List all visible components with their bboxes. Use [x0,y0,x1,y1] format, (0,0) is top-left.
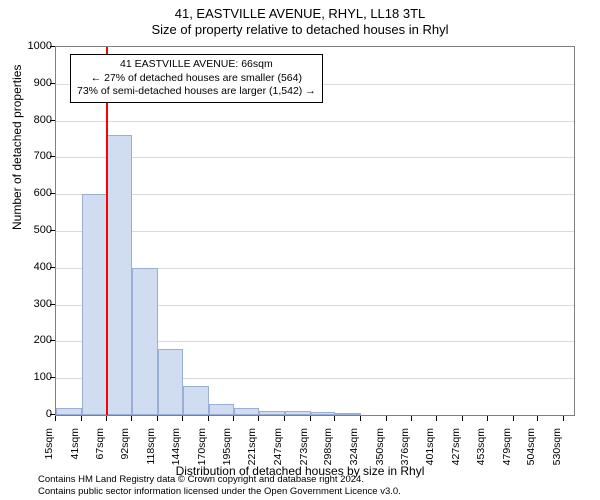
gridline [56,231,574,232]
gridline [56,157,574,158]
x-tick-label: 479sqm [501,428,513,478]
histogram-bar [335,413,361,415]
info-line-1: 41 EASTVILLE AVENUE: 66sqm [77,58,316,72]
x-tick [487,416,488,421]
x-tick-label: 273sqm [298,428,310,478]
histogram-bar [158,349,184,415]
y-tick [50,120,55,121]
info-line-3: 73% of semi-detached houses are larger (… [77,85,316,99]
y-tick-label: 900 [12,77,52,89]
histogram-bar [285,411,311,415]
footer-line-1: Contains HM Land Registry data © Crown c… [38,474,401,486]
x-tick [310,416,311,421]
x-tick [360,416,361,421]
x-tick-label: 15sqm [43,428,55,478]
y-tick-label: 200 [12,334,52,346]
property-info-box: 41 EASTVILLE AVENUE: 66sqm ← 27% of deta… [70,54,323,103]
x-tick-label: 247sqm [272,428,284,478]
y-tick-label: 100 [12,371,52,383]
y-axis-label: Number of detached properties [10,65,24,230]
x-tick [411,416,412,421]
x-tick-label: 324sqm [348,428,360,478]
x-tick [462,416,463,421]
x-tick-label: 453sqm [475,428,487,478]
histogram-bar [234,408,260,415]
x-tick-label: 41sqm [69,428,81,478]
y-tick [50,83,55,84]
x-tick-label: 376sqm [399,428,411,478]
y-tick [50,340,55,341]
title-main: 41, EASTVILLE AVENUE, RHYL, LL18 3TL [0,0,600,22]
info-line-2: ← 27% of detached houses are smaller (56… [77,72,316,86]
x-tick-label: 195sqm [221,428,233,478]
x-tick [513,416,514,421]
x-tick [284,416,285,421]
x-tick-label: 427sqm [450,428,462,478]
x-tick-label: 350sqm [374,428,386,478]
y-tick [50,267,55,268]
title-sub: Size of property relative to detached ho… [0,22,600,38]
x-tick-label: 530sqm [551,428,563,478]
gridline [56,194,574,195]
x-tick [258,416,259,421]
x-tick-label: 221sqm [246,428,258,478]
y-tick-label: 500 [12,224,52,236]
x-tick [537,416,538,421]
histogram-bar [82,194,108,415]
figure: 41, EASTVILLE AVENUE, RHYL, LL18 3TL Siz… [0,0,600,500]
x-tick-label: 504sqm [525,428,537,478]
x-tick-label: 144sqm [170,428,182,478]
attribution-footer: Contains HM Land Registry data © Crown c… [38,474,401,498]
x-tick [563,416,564,421]
histogram-bar [209,404,234,415]
x-tick [81,416,82,421]
x-tick [334,416,335,421]
y-tick [50,377,55,378]
x-tick [131,416,132,421]
y-tick [50,230,55,231]
x-tick [233,416,234,421]
y-tick-label: 1000 [12,40,52,52]
x-tick-label: 118sqm [145,428,157,478]
y-tick-label: 600 [12,187,52,199]
y-tick-label: 400 [12,261,52,273]
y-tick [50,304,55,305]
y-tick-label: 800 [12,114,52,126]
x-tick [436,416,437,421]
histogram-bar [132,268,158,415]
gridline [56,121,574,122]
histogram-bar [183,386,209,415]
y-tick [50,46,55,47]
y-tick [50,193,55,194]
histogram-bar [107,135,132,415]
x-tick [157,416,158,421]
y-tick [50,414,55,415]
x-tick [386,416,387,421]
x-tick-label: 401sqm [424,428,436,478]
x-tick-label: 170sqm [196,428,208,478]
y-tick [50,156,55,157]
y-tick-label: 700 [12,150,52,162]
histogram-bar [311,412,336,415]
x-tick-label: 67sqm [94,428,106,478]
x-tick-label: 92sqm [119,428,131,478]
x-tick-label: 298sqm [322,428,334,478]
x-tick [208,416,209,421]
x-tick [55,416,56,421]
y-tick-label: 300 [12,298,52,310]
x-tick [106,416,107,421]
x-tick [182,416,183,421]
histogram-bar [56,408,82,415]
y-tick-label: 0 [12,408,52,420]
footer-line-2: Contains public sector information licen… [38,486,401,498]
histogram-bar [259,411,285,415]
